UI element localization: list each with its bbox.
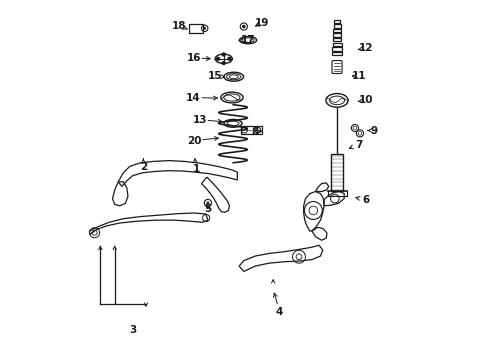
- Bar: [241, 126, 261, 134]
- Text: 17: 17: [240, 35, 255, 45]
- Text: 16: 16: [186, 53, 201, 63]
- Circle shape: [203, 27, 206, 30]
- Text: 18: 18: [172, 21, 186, 31]
- Circle shape: [216, 57, 219, 60]
- Text: 19: 19: [254, 18, 268, 28]
- Bar: [331, 52, 341, 55]
- Circle shape: [206, 202, 209, 204]
- Text: 1: 1: [192, 164, 199, 174]
- Circle shape: [242, 25, 245, 28]
- Circle shape: [227, 57, 230, 60]
- Circle shape: [222, 53, 224, 56]
- Bar: [331, 47, 341, 51]
- Text: 4: 4: [275, 307, 283, 317]
- Text: 7: 7: [355, 140, 362, 150]
- Circle shape: [222, 62, 224, 64]
- Text: 2: 2: [140, 162, 147, 172]
- Text: 11: 11: [351, 71, 366, 81]
- Text: 14: 14: [186, 93, 201, 103]
- Bar: [332, 38, 341, 41]
- Text: 12: 12: [359, 43, 373, 53]
- Bar: [333, 29, 340, 32]
- Bar: [188, 24, 203, 33]
- Text: 10: 10: [359, 95, 373, 105]
- Bar: [333, 24, 340, 28]
- Text: 20: 20: [187, 136, 201, 145]
- Text: 5: 5: [204, 204, 211, 215]
- Text: 15: 15: [207, 71, 222, 81]
- Bar: [332, 42, 341, 46]
- Bar: [330, 154, 342, 192]
- Bar: [333, 20, 340, 23]
- Text: 13: 13: [192, 115, 206, 125]
- Text: 8: 8: [251, 127, 258, 136]
- Text: 9: 9: [370, 126, 377, 135]
- Text: 3: 3: [129, 325, 136, 335]
- Text: 6: 6: [362, 195, 369, 205]
- Bar: [332, 33, 340, 37]
